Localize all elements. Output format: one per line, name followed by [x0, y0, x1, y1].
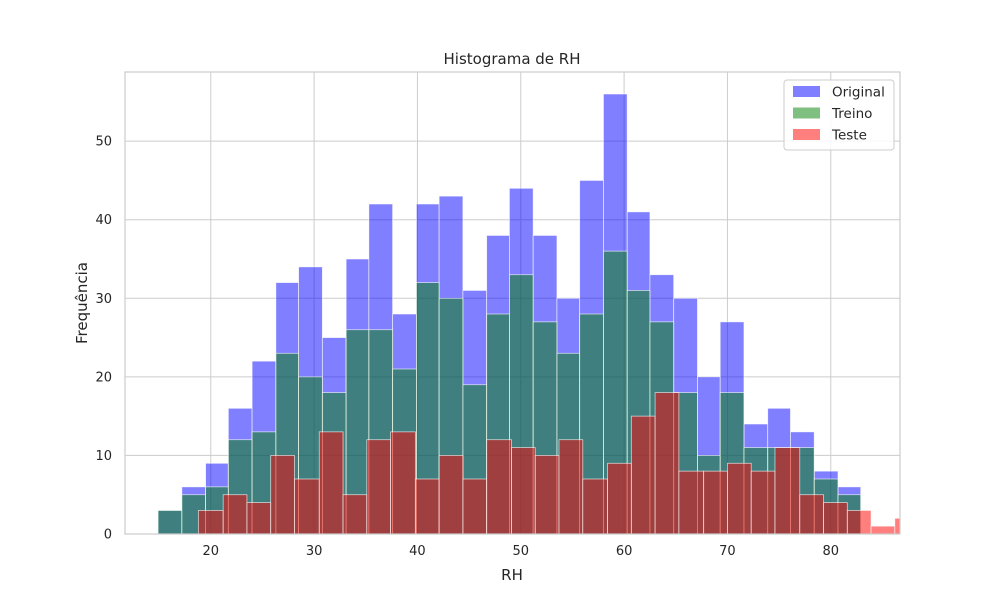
histogram-bar	[894, 517, 901, 535]
histogram-bar	[414, 478, 440, 535]
legend-label: Treino	[831, 106, 872, 122]
legend-swatch	[793, 86, 820, 97]
x-tick-label: 40	[409, 544, 426, 559]
y-tick-label: 20	[95, 370, 112, 385]
series-teste	[197, 392, 901, 535]
histogram-bar	[222, 494, 248, 535]
y-axis-label: Frequência	[73, 262, 91, 344]
histogram-bar	[727, 462, 752, 535]
histogram-bar	[846, 510, 872, 535]
x-axis-label: RH	[501, 566, 523, 584]
histogram-bar	[799, 494, 824, 535]
x-tick-label: 80	[822, 544, 839, 559]
legend-label: Original	[832, 85, 885, 101]
legend: Original Treino Teste	[783, 79, 895, 151]
histogram-bar	[823, 502, 848, 535]
chart-title: Histograma de RH	[444, 50, 581, 68]
histogram-bar	[774, 447, 801, 535]
x-tick-label: 70	[719, 544, 736, 559]
histogram-bar	[294, 478, 320, 535]
legend-swatch	[793, 129, 820, 140]
histogram-bar	[870, 525, 896, 535]
histogram-bar	[342, 494, 368, 535]
histogram-bar	[318, 431, 344, 535]
x-tick-label: 20	[202, 544, 219, 559]
histogram-bar	[511, 447, 536, 535]
histogram-bar	[246, 502, 272, 535]
bars	[157, 93, 901, 535]
x-tick-label: 30	[306, 544, 323, 559]
x-tick-label: 60	[616, 544, 633, 559]
histogram-bar	[390, 431, 416, 535]
y-tick-label: 40	[95, 213, 112, 228]
histogram-bar	[157, 510, 183, 535]
histogram-bar	[366, 439, 391, 535]
y-tick-label: 30	[95, 292, 112, 307]
histogram-bar	[197, 510, 224, 535]
x-tick-label: 50	[512, 544, 529, 559]
y-ticks: 0 10 20 30 40 50	[95, 135, 112, 543]
histogram-bar	[678, 470, 705, 535]
histogram-bar	[270, 455, 295, 535]
histogram-bar	[703, 470, 728, 535]
y-tick-label: 0	[104, 528, 112, 543]
plot-frame	[124, 71, 901, 535]
histogram-bar	[462, 478, 488, 535]
histogram-bar	[630, 415, 656, 535]
x-ticks: 20 30 40 50 60 70 80	[202, 544, 839, 559]
y-tick-label: 10	[95, 449, 112, 464]
histogram-bar	[750, 470, 776, 535]
histogram-bar	[438, 455, 464, 535]
histogram-bar	[486, 439, 512, 535]
histogram-bar	[607, 462, 632, 535]
histogram-bar	[534, 455, 560, 535]
histogram-bar	[558, 439, 584, 535]
legend-label: Teste	[831, 128, 867, 144]
histogram-bar	[582, 478, 608, 535]
legend-swatch	[793, 107, 820, 119]
y-tick-label: 50	[95, 135, 112, 150]
histogram-bar	[654, 392, 680, 535]
